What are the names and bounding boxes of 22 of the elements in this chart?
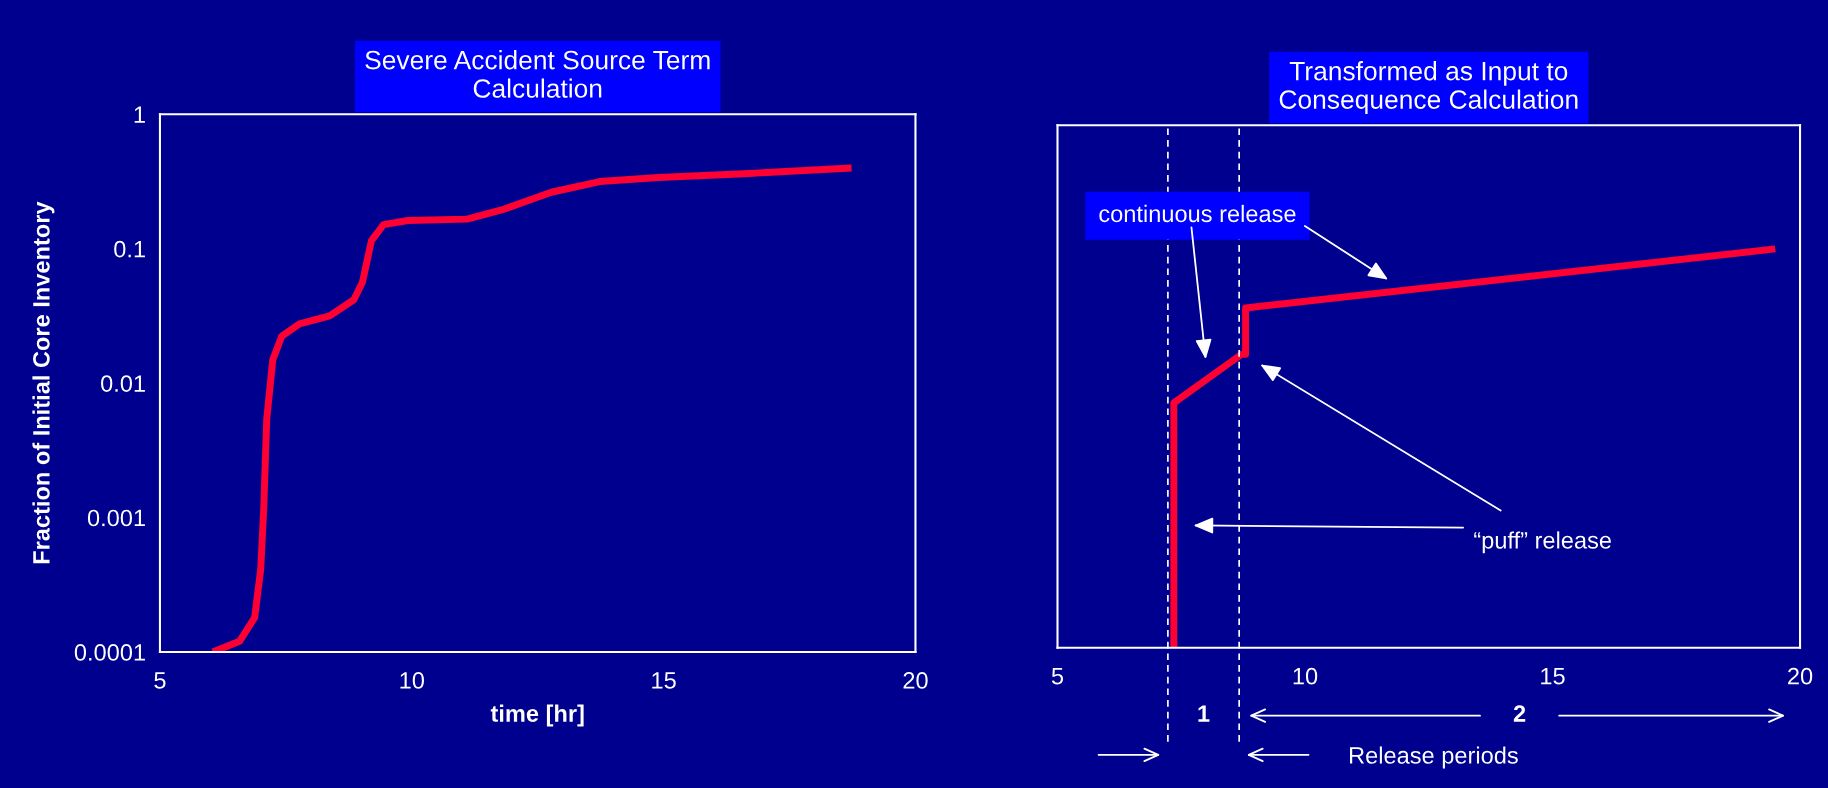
x-tick-label: 10 — [400, 672, 424, 689]
text: continuous release — [1099, 204, 1296, 223]
x-tick-label: 20 — [903, 672, 928, 689]
y-tick-label: 1 — [134, 106, 145, 123]
x-tick-label: 5 — [1051, 668, 1064, 685]
text: 1 — [1198, 705, 1210, 722]
x-tick-label: 20 — [1788, 667, 1813, 685]
y-axis-title: Fraction of Initial Core Inventory — [32, 201, 55, 564]
x-tick-label: 5 — [154, 672, 166, 689]
y-tick-label: 0.01 — [101, 375, 145, 392]
annotation: “puff” release — [1474, 531, 1611, 554]
x-axis-title: time [hr] — [490, 704, 584, 727]
x-tick-label: 15 — [652, 672, 676, 689]
chart-title: Transformed as Input to Consequence Calculation — [1279, 61, 1578, 115]
text: Release periods — [1350, 746, 1518, 769]
y-tick-label: 0.0001 — [74, 644, 145, 661]
chart-title: Severe Accident Source Term Calculation — [365, 50, 710, 98]
x-tick-label: 15 — [1541, 668, 1565, 685]
y-tick-label: 0.1 — [114, 240, 145, 258]
text: 2 — [1513, 705, 1526, 722]
y-tick-label: 0.001 — [87, 509, 145, 527]
x-tick-label: 10 — [1293, 667, 1318, 685]
